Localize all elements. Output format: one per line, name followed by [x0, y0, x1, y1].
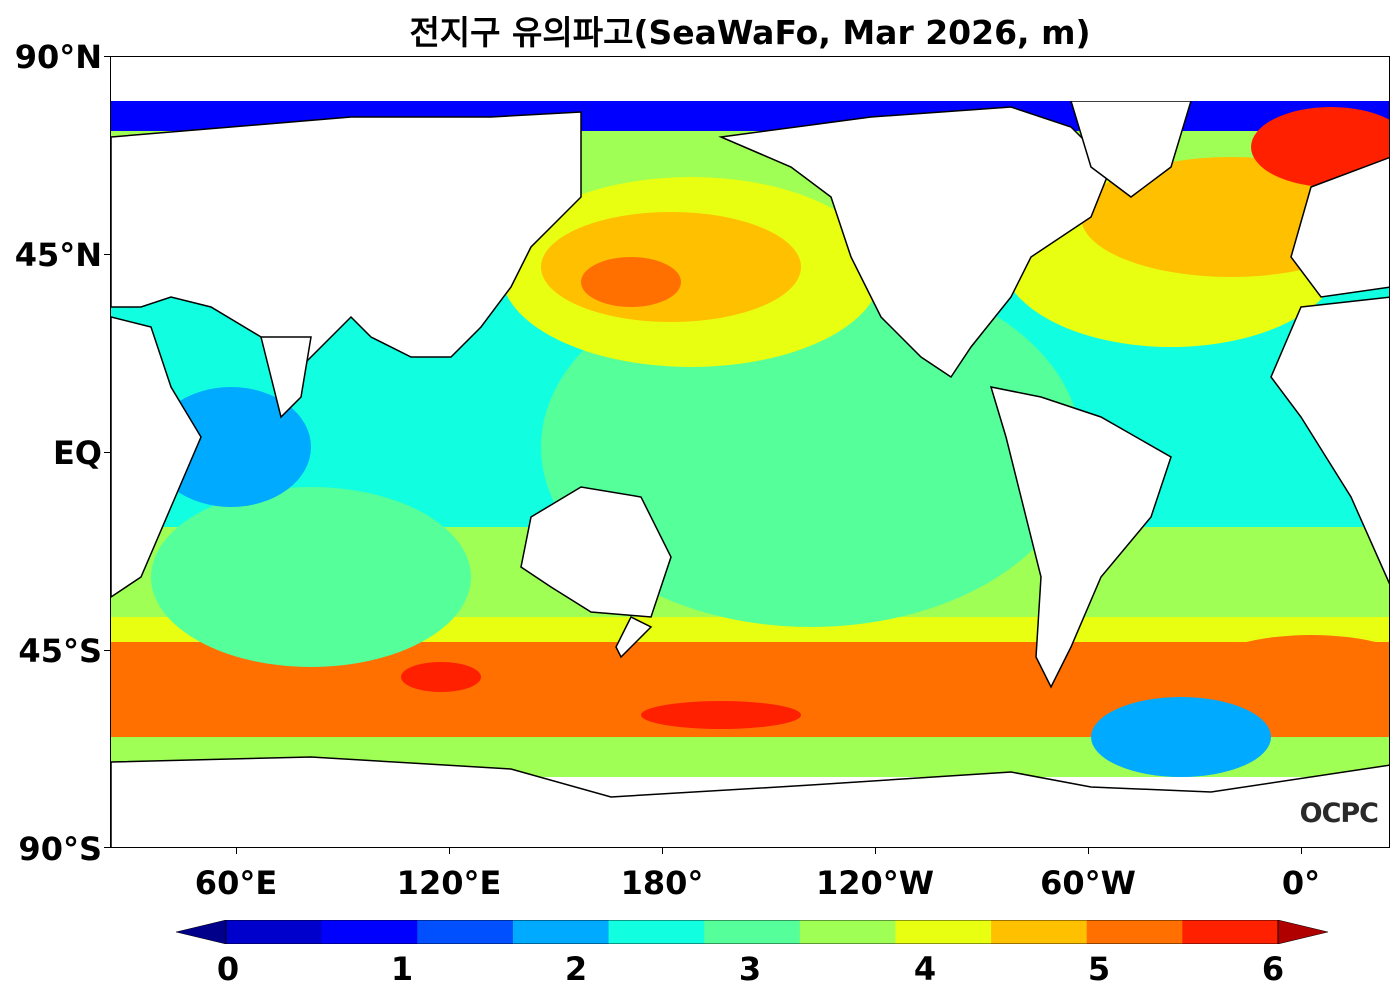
- x-label-60e: 60°E: [194, 864, 278, 902]
- y-tick: [104, 56, 110, 57]
- colorbar-label-4: 4: [913, 950, 937, 988]
- south-atlantic-blue: [1091, 697, 1271, 777]
- colorbar-label-1: 1: [390, 950, 414, 988]
- colorbar-segment: [512, 920, 610, 944]
- x-label-0: 0°: [1281, 864, 1321, 902]
- map-title: 전지구 유의파고(SeaWaFo, Mar 2026, m): [409, 13, 1091, 52]
- x-tick: [875, 848, 876, 854]
- colorbar-segment: [991, 920, 1088, 944]
- north-pacific-core: [581, 257, 681, 307]
- south-atlantic-orange: [1211, 635, 1389, 695]
- colorbar-segment: [417, 920, 514, 944]
- colorbar-segment: [1086, 920, 1183, 944]
- colorbar-segment: [321, 920, 418, 944]
- colorbar-label-0: 0: [216, 950, 240, 988]
- eurasia: [111, 111, 582, 379]
- y-tick: [104, 650, 110, 651]
- indian-blue: [151, 387, 311, 507]
- y-tick: [104, 452, 110, 453]
- map-canvas: [111, 57, 1389, 847]
- x-tick: [449, 848, 450, 854]
- indian-green: [151, 487, 471, 667]
- colorbar-segment: [799, 920, 896, 944]
- new-zealand: [615, 615, 653, 659]
- colorbar-label-3: 3: [738, 950, 762, 988]
- southern-red-2: [641, 701, 801, 729]
- colorbar-segment: [895, 920, 992, 944]
- north-atlantic-core: [1251, 107, 1389, 187]
- x-tick: [236, 848, 237, 854]
- y-tick: [104, 254, 110, 255]
- wave-height-map: [110, 56, 1390, 848]
- y-label-90n: 90°N: [14, 38, 102, 76]
- colorbar-segment: [226, 920, 323, 944]
- land-masses: [111, 100, 1389, 847]
- colorbar-label-5: 5: [1087, 950, 1111, 988]
- colorbar-label-6: 6: [1261, 950, 1285, 988]
- x-label-120w: 120°W: [815, 864, 935, 902]
- australia: [520, 486, 672, 618]
- north-america: [718, 106, 1112, 379]
- south-america: [989, 386, 1172, 689]
- y-label-90s: 90°S: [18, 830, 102, 868]
- colorbar: [176, 920, 1328, 944]
- x-label-120e: 120°E: [396, 864, 502, 902]
- x-label-60w: 60°W: [1040, 864, 1136, 902]
- colorbar-extend-low: [176, 920, 227, 944]
- y-label-45s: 45°S: [18, 632, 102, 670]
- arctic-no-data: [111, 57, 1389, 101]
- colorbar-border: [225, 920, 1279, 944]
- colorbar-label-2: 2: [564, 950, 588, 988]
- x-tick: [662, 848, 663, 854]
- antarctica: [111, 756, 1389, 847]
- africa-east: [111, 316, 202, 598]
- colorbar-extend-high: [1277, 920, 1328, 944]
- india: [260, 336, 312, 419]
- colorbar-segment: [608, 920, 705, 944]
- colorbar-segment: [1182, 920, 1279, 944]
- x-tick: [1088, 848, 1089, 854]
- africa-west: [1270, 296, 1389, 585]
- x-tick: [1301, 848, 1302, 854]
- southern-red-1: [401, 662, 481, 692]
- x-label-180: 180°: [620, 864, 704, 902]
- ocpc-logo: OCPC: [1299, 798, 1379, 829]
- europe: [1290, 156, 1389, 298]
- y-label-45n: 45°N: [14, 236, 102, 274]
- y-tick: [104, 847, 110, 848]
- y-label-eq: EQ: [52, 434, 102, 472]
- colorbar-segment: [704, 920, 801, 944]
